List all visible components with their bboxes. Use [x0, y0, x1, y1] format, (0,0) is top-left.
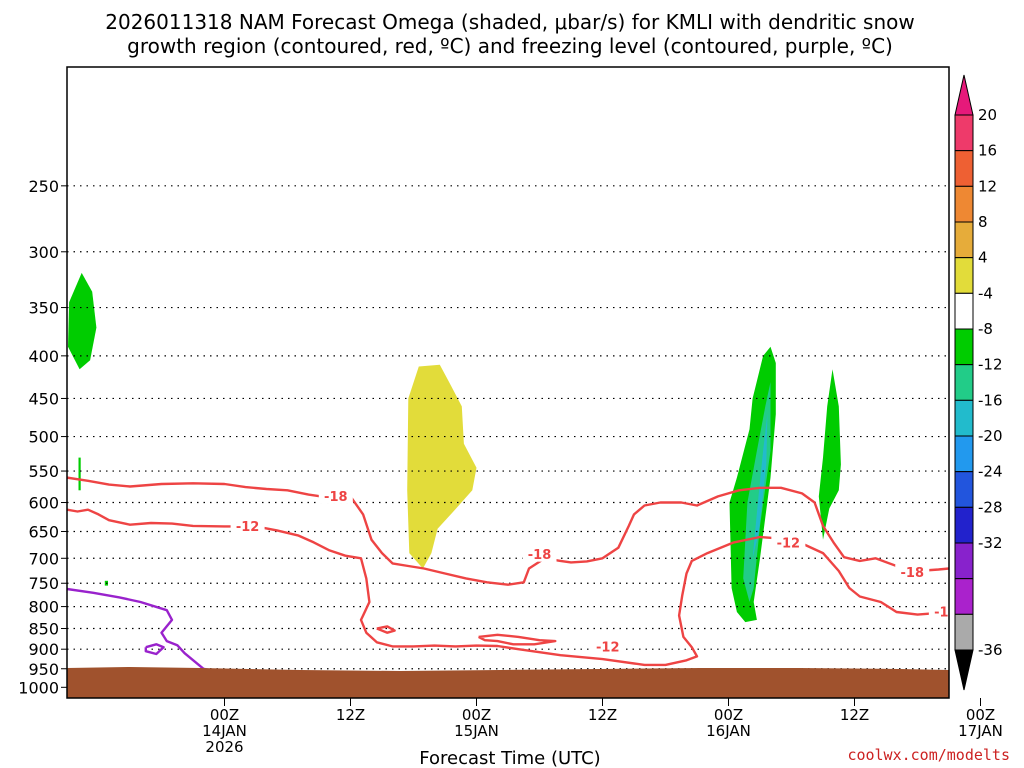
contour-label-1-2: -12 [777, 536, 801, 551]
colorbar-label-3: 8 [978, 213, 988, 231]
colorbar-swatch-12 [954, 542, 974, 580]
contour-line-2 [478, 633, 557, 646]
plot-frame [66, 66, 950, 699]
colorbar-swatch-6 [954, 328, 974, 366]
chart-title-line-1: 2026011318 NAM Forecast Omega (shaded, μ… [105, 10, 914, 34]
x-tick-label-0-2: 14JAN [202, 722, 247, 740]
colorbar-bottom-arrow [954, 649, 974, 691]
y-axis-ticks: 2503003504004505005506006507007508008509… [18, 177, 67, 697]
x-tick-label-4-1: 00Z [714, 706, 743, 724]
colorbar-label-6: -8 [978, 320, 993, 338]
contour-label-bg-0-0 [318, 488, 353, 504]
contour-label-bg-1-2 [771, 534, 806, 550]
colorbar-swatch-8 [954, 399, 974, 437]
omega-region-3 [407, 364, 477, 569]
y-tick-label-400: 400 [28, 347, 59, 366]
x-tick-label-0-3: 2026 [205, 738, 243, 756]
x-tick-label-4-2: 16JAN [706, 722, 751, 740]
x-axis-label: Forecast Time (UTC) [419, 748, 600, 768]
omega-region-7 [818, 369, 841, 540]
x-tick-label-6-2: 17JAN [958, 722, 1003, 740]
colorbar-label-4: 4 [978, 249, 988, 267]
colorbar-swatch-14 [954, 613, 974, 651]
temperature-contours: -18 -18 -18 -12 -12 -12 -12 [67, 476, 958, 681]
credit-text: coolwx.com/modelts [847, 746, 1010, 764]
x-tick-label-2-2: 15JAN [454, 722, 499, 740]
contour-label-1-1: -12 [596, 641, 620, 656]
colorbar-swatch-1 [954, 150, 974, 187]
omega-region-0 [68, 272, 97, 370]
colorbar-swatch-0 [954, 114, 974, 152]
y-tick-label-800: 800 [28, 598, 59, 617]
colorbar-swatch-9 [954, 435, 974, 473]
y-tick-label-500: 500 [28, 428, 59, 447]
omega-shaded-regions [68, 272, 841, 623]
colorbar-label-11: -28 [978, 498, 1003, 516]
contour-label-bg-0-1 [522, 546, 557, 562]
contour-label-bg-1-1 [590, 639, 625, 655]
colorbar-label-10: -24 [978, 463, 1003, 481]
contour-line-5 [144, 643, 165, 656]
x-tick-label-0-1: 00Z [210, 706, 239, 724]
colorbar-swatch-2 [954, 185, 974, 223]
plot-background [67, 67, 949, 698]
contour-label-0-0: -18 [324, 490, 348, 505]
y-tick-label-250: 250 [28, 177, 59, 196]
colorbar-label-0: 20 [978, 106, 997, 124]
x-tick-label-5-1: 12Z [840, 706, 869, 724]
y-tick-label-650: 650 [28, 522, 59, 541]
colorbar-label-13: -36 [978, 641, 1003, 659]
omega-colorbar: 20 16 12 8 4 -4 -8 -12 -16 -20 -24 -28 -32 -36 [954, 74, 1003, 691]
colorbar-swatch-5 [954, 292, 974, 330]
colorbar-top-arrow [954, 74, 974, 116]
y-tick-label-900: 900 [28, 640, 59, 659]
colorbar-swatch-13 [954, 578, 974, 615]
colorbar-label-8: -16 [978, 391, 1003, 409]
pressure-gridlines [67, 185, 949, 670]
contour-label-1-3: -12 [934, 605, 958, 620]
colorbar-label-1: 16 [978, 142, 997, 160]
ground-terrain [67, 667, 949, 698]
x-tick-label-2-1: 00Z [462, 706, 491, 724]
omega-region-1 [78, 457, 81, 491]
colorbar-swatch-4 [954, 257, 974, 294]
colorbar-label-9: -20 [978, 427, 1003, 445]
contour-label-bg-1-3 [928, 603, 949, 619]
colorbar-swatch-11 [954, 506, 974, 544]
y-tick-label-750: 750 [28, 574, 59, 593]
y-tick-label-1000: 1000 [18, 678, 59, 697]
omega-region-6 [752, 414, 768, 559]
y-tick-label-350: 350 [28, 299, 59, 318]
y-tick-label-300: 300 [28, 243, 59, 262]
contour-label-bg-0-2 [895, 564, 930, 580]
contour-label-0-2: -18 [901, 566, 925, 581]
contour-label-bg-1-0 [230, 518, 265, 534]
y-tick-label-450: 450 [28, 389, 59, 408]
contour-line-3 [376, 625, 396, 634]
colorbar-label-5: -4 [978, 284, 993, 302]
y-tick-label-550: 550 [28, 462, 59, 481]
x-tick-label-6-1: 00Z [966, 706, 995, 724]
colorbar-swatch-10 [954, 471, 974, 508]
colorbar-label-7: -12 [978, 356, 1003, 374]
y-tick-label-850: 850 [28, 620, 59, 639]
contour-label-0-1: -18 [528, 548, 552, 563]
contour-label-1-0: -12 [236, 520, 260, 535]
y-tick-label-950: 950 [28, 660, 59, 679]
colorbar-swatch-3 [954, 221, 974, 259]
x-tick-label-3-1: 12Z [588, 706, 617, 724]
colorbar-label-2: 12 [978, 177, 997, 195]
y-tick-label-700: 700 [28, 549, 59, 568]
colorbar-swatch-7 [954, 364, 974, 401]
x-tick-label-1-1: 12Z [336, 706, 365, 724]
y-tick-label-600: 600 [28, 494, 59, 513]
chart-title-line-2: growth region (contoured, red, ºC) and f… [127, 34, 893, 58]
colorbar-label-12: -32 [978, 534, 1003, 552]
